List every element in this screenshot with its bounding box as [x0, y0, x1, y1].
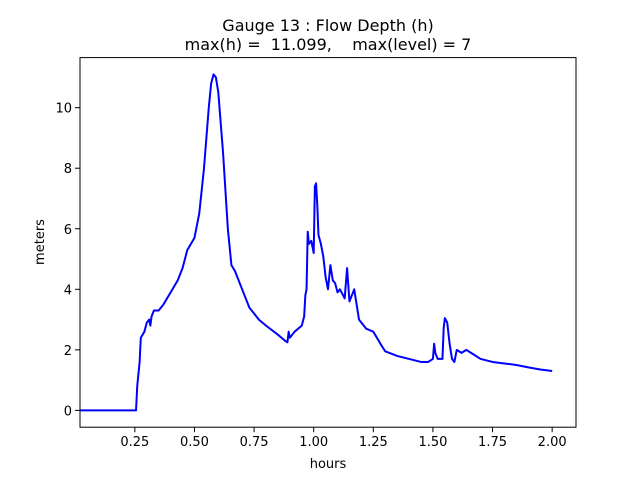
chart-subtitle: max(h) = 11.099, max(level) = 7: [185, 35, 472, 54]
x-tick-label: 0.50: [180, 435, 209, 450]
axes-frame: [79, 57, 577, 428]
y-tick-label: 0: [64, 404, 72, 419]
y-axis-label: meters: [33, 219, 48, 265]
y-tick-label: 2: [64, 344, 72, 359]
x-tick-label: 1.00: [299, 435, 328, 450]
x-axis-label: hours: [310, 457, 347, 472]
chart-title: Gauge 13 : Flow Depth (h): [222, 16, 433, 35]
y-tick-label: 4: [64, 283, 72, 298]
x-tick-label: 0.25: [120, 435, 149, 450]
x-tick-label: 0.75: [240, 435, 269, 450]
x-tick-label: 1.25: [359, 435, 388, 450]
y-tick-label: 10: [55, 102, 72, 117]
data-line: [80, 73, 553, 412]
y-tick-label: 6: [64, 223, 72, 238]
x-tick-label: 1.50: [418, 435, 447, 450]
x-tick-label: 2.00: [538, 435, 567, 450]
y-tick-label: 8: [64, 162, 72, 177]
x-tick-label: 1.75: [478, 435, 507, 450]
